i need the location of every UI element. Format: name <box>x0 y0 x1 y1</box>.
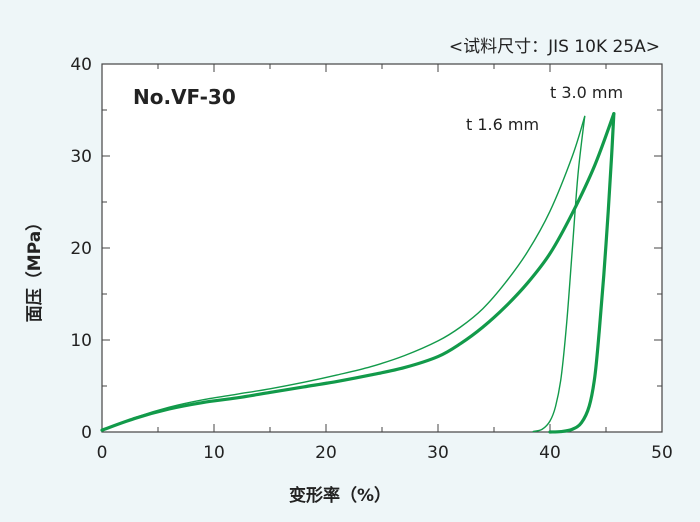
y-tick-label: 20 <box>70 239 92 259</box>
x-tick-label: 0 <box>97 443 108 463</box>
y-tick-label: 30 <box>70 147 92 167</box>
x-tick-label: 30 <box>427 443 449 463</box>
x-axis-title: 变形率（%） <box>289 485 391 506</box>
specimen-label: No.VF-30 <box>133 85 236 109</box>
x-tick-label: 40 <box>539 443 561 463</box>
x-tick-label: 10 <box>203 443 225 463</box>
x-tick-label: 20 <box>315 443 337 463</box>
y-tick-label: 40 <box>70 55 92 75</box>
series-1-unloading-curve <box>532 115 586 433</box>
series-1-loading-curve <box>101 115 586 431</box>
series-layer <box>100 112 616 434</box>
plot-area <box>101 63 663 433</box>
sample-size-caption: <试料尺寸：JIS 10K 25A> <box>448 37 660 57</box>
series-2-loading-curve <box>100 112 616 432</box>
series-label-1: t 1.6 mm <box>466 115 539 134</box>
y-axis-title: 面压（MPa） <box>24 214 45 322</box>
y-tick-label: 10 <box>70 331 92 351</box>
ticks-layer: 0 10 20 30 40 50 0 10 20 30 40 <box>70 55 672 463</box>
series-2-unloading-curve <box>548 112 616 434</box>
series-label-2: t 3.0 mm <box>550 83 623 102</box>
x-tick-label: 50 <box>651 443 673 463</box>
y-tick-label: 0 <box>81 423 92 443</box>
